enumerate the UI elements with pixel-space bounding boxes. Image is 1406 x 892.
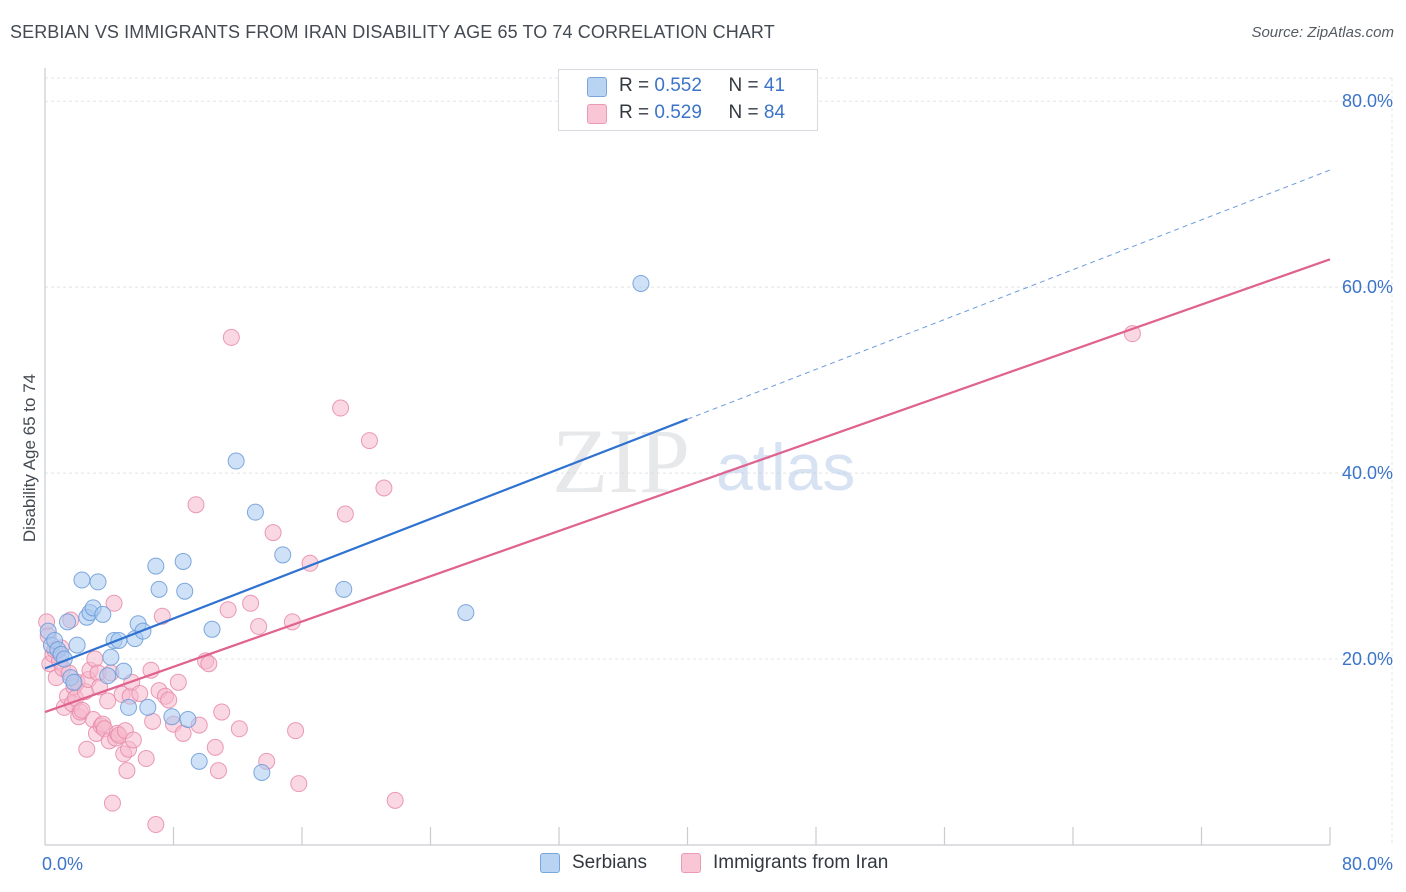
serbian-point — [115, 662, 133, 680]
iran-point — [206, 738, 224, 756]
serbian-point — [68, 636, 86, 654]
serbian-point — [139, 698, 157, 716]
iran-n-value: 84 — [763, 102, 786, 123]
serbian-point — [335, 580, 353, 598]
serbian-point — [89, 573, 107, 591]
iran-point — [230, 720, 248, 738]
serbian-point — [120, 698, 138, 716]
axis-layer: 20.0% 40.0% 60.0% 80.0% 0.0% 80.0% — [42, 68, 1393, 874]
x-tick-label: 80.0% — [1342, 854, 1393, 874]
legend-swatch-iran — [681, 853, 701, 873]
series-legend: Serbians Immigrants from Iran — [0, 852, 1406, 878]
serbians-swatch — [587, 77, 607, 97]
serbian-point — [274, 546, 292, 564]
legend-label-iran: Immigrants from Iran — [713, 852, 889, 873]
y-tick-label: 80.0% — [1342, 91, 1393, 111]
y-tick-label: 40.0% — [1342, 463, 1393, 483]
serbian-point — [163, 708, 181, 726]
serbians-trend-line — [44, 418, 688, 670]
iran-point — [209, 762, 227, 780]
iran-r-label: R = — [619, 102, 650, 123]
serbian-point — [632, 274, 650, 292]
x-tick-label: 0.0% — [42, 854, 83, 874]
iran-stats: R = 0.529 N = 84 — [619, 102, 785, 124]
iran-point — [264, 524, 282, 542]
iran-point — [332, 399, 350, 417]
iran-point — [137, 750, 155, 768]
serbian-point — [176, 582, 194, 600]
iran-point — [73, 701, 91, 719]
chart-source: Source: ZipAtlas.com — [1251, 24, 1394, 41]
serbian-point — [73, 571, 91, 589]
serbian-point — [99, 667, 117, 685]
serbian-point — [253, 763, 271, 781]
serbian-point — [65, 673, 83, 691]
serbians-stats: R = 0.552 N = 41 — [619, 75, 785, 97]
iran-point — [169, 673, 187, 691]
legend-item-serbians: Serbians — [540, 852, 647, 874]
iran-n-label: N = — [728, 102, 759, 123]
iran-swatch — [587, 104, 607, 124]
iran-point — [242, 594, 260, 612]
serbian-point — [58, 613, 76, 631]
serbian-point — [457, 604, 475, 622]
grid-layer — [45, 77, 1393, 845]
iran-trend-line — [44, 258, 1331, 714]
legend-swatch-serbians — [540, 853, 560, 873]
legend-item-iran: Immigrants from Iran — [681, 852, 888, 874]
iran-point — [222, 328, 240, 346]
iran-point — [250, 618, 268, 636]
legend-label-serbians: Serbians — [572, 852, 647, 873]
points-layer — [38, 274, 1141, 834]
iran-point — [78, 740, 96, 758]
serbian-point — [179, 710, 197, 728]
iran-point — [287, 722, 305, 740]
iran-point — [147, 816, 165, 834]
serbian-point — [174, 552, 192, 570]
iran-point — [336, 505, 354, 523]
serbians-trend-extension — [687, 169, 1331, 420]
iran-point — [103, 794, 121, 812]
serbian-point — [94, 605, 112, 623]
iran-point — [200, 655, 218, 673]
serbian-point — [227, 452, 245, 470]
stats-legend: R = 0.552 N = 41 R = 0.529 N = 84 — [558, 69, 818, 131]
watermark-atlas: atlas — [716, 430, 855, 504]
iran-r-value: 0.529 — [654, 102, 702, 123]
serbians-r-label: R = — [619, 75, 650, 96]
trend-layer — [44, 169, 1331, 714]
iran-point — [124, 731, 142, 749]
serbian-point — [203, 620, 221, 638]
iran-point — [99, 692, 117, 710]
iran-point — [375, 479, 393, 497]
serbian-point — [147, 557, 165, 575]
chart-title: SERBIAN VS IMMIGRANTS FROM IRAN DISABILI… — [10, 22, 775, 42]
iran-point — [118, 762, 136, 780]
serbians-r-value: 0.552 — [654, 75, 702, 96]
y-tick-label: 60.0% — [1342, 277, 1393, 297]
iran-point — [213, 703, 231, 721]
serbian-point — [150, 580, 168, 598]
serbian-point — [102, 648, 120, 666]
serbian-point — [190, 752, 208, 770]
y-tick-label: 20.0% — [1342, 649, 1393, 669]
serbians-n-value: 41 — [763, 75, 786, 96]
iran-point — [219, 601, 237, 619]
iran-point — [105, 594, 123, 612]
iran-point — [290, 775, 308, 793]
serbians-n-label: N = — [728, 75, 759, 96]
iran-point — [86, 650, 104, 668]
iran-point — [131, 684, 149, 702]
iran-point — [360, 432, 378, 450]
iran-point — [160, 691, 178, 709]
iran-point — [386, 791, 404, 809]
serbian-point — [246, 503, 264, 521]
iran-point — [187, 496, 205, 514]
